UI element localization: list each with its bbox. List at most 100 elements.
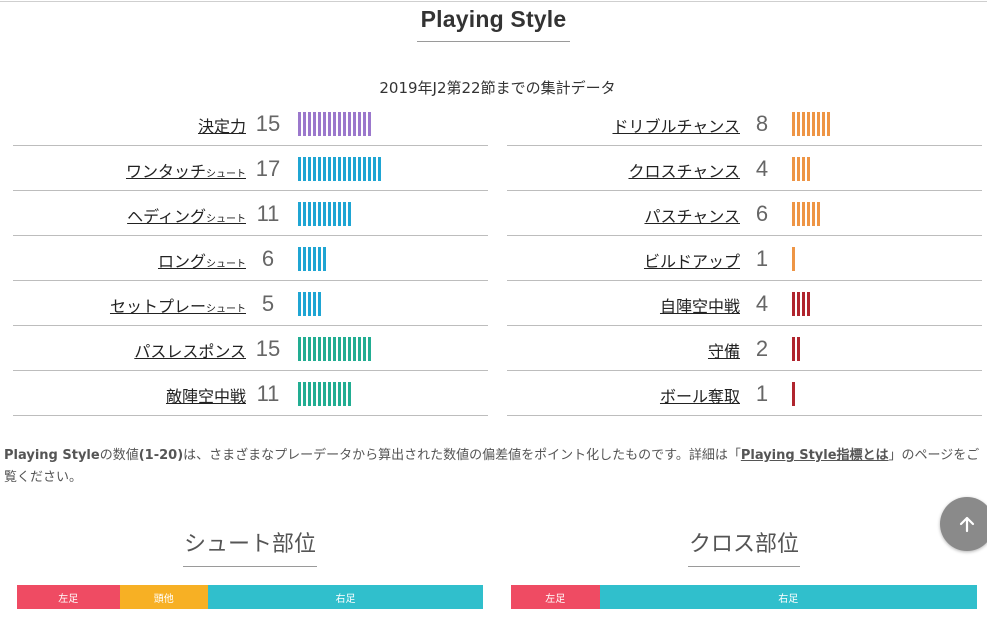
stat-bar-segment	[323, 112, 326, 136]
stat-label-text: クロスチャンス	[628, 162, 740, 181]
stat-row: 敵陣空中戦 11	[13, 371, 488, 416]
stat-label-text: ワンタッチ	[125, 162, 206, 181]
stat-bar-segment	[333, 337, 336, 361]
stat-bar-segment	[298, 202, 301, 226]
stat-label-link[interactable]: 決定力	[198, 113, 246, 137]
stat-label-suffix: シュート	[206, 304, 246, 315]
stat-row: ビルドアップ 1	[507, 236, 982, 281]
stat-bar-segment	[308, 112, 311, 136]
stat-bar-segment	[363, 337, 366, 361]
stat-value: 1	[755, 246, 769, 271]
stat-label-link[interactable]: 自陣空中戦	[660, 293, 740, 317]
stat-bar-segment	[298, 292, 301, 316]
stat-bar-segment	[827, 112, 830, 136]
stat-bar-segment	[343, 337, 346, 361]
stat-bar-segment	[807, 292, 810, 316]
stat-bar-segment	[343, 382, 346, 406]
stat-label-link[interactable]: セットプレーシュート	[110, 293, 246, 317]
stat-label-link[interactable]: ドリブルチャンス	[612, 113, 740, 137]
stat-bar-segment	[348, 202, 351, 226]
stat-label-text: ビルドアップ	[643, 252, 740, 271]
data-period-caption: 2019年J2第22節までの集計データ	[379, 79, 616, 97]
stat-bar-segment	[298, 112, 301, 136]
stat-label-link[interactable]: パスレスポンス	[134, 338, 246, 362]
stat-bar-segment	[802, 292, 805, 316]
stat-row: ヘディングシュート 11	[13, 191, 488, 236]
stat-bar-segment	[328, 202, 331, 226]
part-segment: 右足	[599, 585, 977, 609]
stat-bar-segment	[348, 382, 351, 406]
stat-label-link[interactable]: ワンタッチシュート	[126, 158, 246, 182]
stat-bar-segment	[313, 112, 316, 136]
note-text-1: の数値	[99, 448, 139, 463]
stat-label-suffix: シュート	[206, 169, 246, 180]
stat-bar-segment	[363, 157, 366, 181]
stat-bar-segment	[343, 202, 346, 226]
stat-bar-segment	[333, 202, 336, 226]
stat-bar-segment	[313, 247, 316, 271]
stat-bar	[298, 292, 323, 316]
stat-bar-segment	[358, 157, 361, 181]
stat-label-link[interactable]: 敵陣空中戦	[166, 383, 246, 407]
stat-bar-segment	[323, 247, 326, 271]
stat-label-link[interactable]: クロスチャンス	[628, 158, 740, 182]
stat-bar-segment	[313, 157, 316, 181]
stat-label-link[interactable]: 守備	[708, 338, 740, 362]
stat-bar-segment	[353, 157, 356, 181]
stat-bar-segment	[303, 202, 306, 226]
stat-row: パスチャンス 6	[507, 191, 982, 236]
stat-bar-segment	[318, 382, 321, 406]
cross-part-title: クロス部位	[687, 526, 800, 567]
note-text-2: は、さまざまなプレーデータから算出された数値の偏差値をポイント化したものです。詳…	[183, 448, 741, 463]
stat-bar-segment	[353, 337, 356, 361]
stat-label-link[interactable]: ボール奪取	[660, 383, 740, 407]
stat-row: 決定力 15	[13, 101, 488, 146]
stat-bar-segment	[343, 112, 346, 136]
stat-label-link[interactable]: ヘディングシュート	[127, 203, 246, 227]
stat-bar	[792, 292, 812, 316]
stat-label-link[interactable]: パスチャンス	[644, 203, 740, 227]
stat-bar-segment	[328, 112, 331, 136]
stat-bar	[298, 157, 383, 181]
stat-value: 4	[755, 291, 769, 316]
stat-bar-segment	[298, 382, 301, 406]
shoot-part-heading: シュート部位	[140, 526, 360, 567]
cross-part-heading: クロス部位	[634, 526, 854, 567]
stat-bar-segment	[313, 337, 316, 361]
stat-bar-segment	[792, 157, 795, 181]
stat-value: 11	[256, 201, 280, 226]
stat-label-text: 決定力	[197, 117, 246, 136]
stat-row: クロスチャンス 4	[507, 146, 982, 191]
stat-label-link[interactable]: ロングシュート	[158, 248, 246, 272]
stat-bar-segment	[792, 292, 795, 316]
playing-style-link[interactable]: Playing Style指標とは	[740, 448, 889, 463]
stat-bar-segment	[348, 112, 351, 136]
stat-bar-segment	[308, 202, 311, 226]
section-header: Playing Style	[0, 6, 987, 42]
stat-label-suffix: シュート	[206, 214, 246, 225]
part-segment: 左足	[511, 585, 600, 609]
stat-bar-segment	[308, 157, 311, 181]
stat-bar-segment	[807, 112, 810, 136]
stat-bar-segment	[333, 382, 336, 406]
stat-value: 17	[255, 156, 281, 181]
stat-bar	[298, 337, 373, 361]
arrow-up-icon	[959, 516, 975, 533]
stat-bar	[298, 112, 373, 136]
stat-bar-segment	[797, 337, 800, 361]
stat-bar-segment	[333, 112, 336, 136]
stat-bar-segment	[308, 337, 311, 361]
stat-bar-segment	[323, 337, 326, 361]
stat-bar-segment	[323, 382, 326, 406]
stat-label-text: ヘディング	[127, 207, 206, 226]
stat-label-link[interactable]: ビルドアップ	[644, 248, 740, 272]
stat-bar-segment	[318, 337, 321, 361]
stat-bar-segment	[802, 202, 805, 226]
stat-bar-segment	[338, 157, 341, 181]
stat-bar-segment	[792, 337, 795, 361]
stat-bar	[792, 202, 822, 226]
scroll-to-top-button[interactable]	[940, 497, 987, 551]
part-segment: 左足	[17, 585, 120, 609]
stat-bar-segment	[318, 202, 321, 226]
section-title: Playing Style	[416, 6, 571, 42]
